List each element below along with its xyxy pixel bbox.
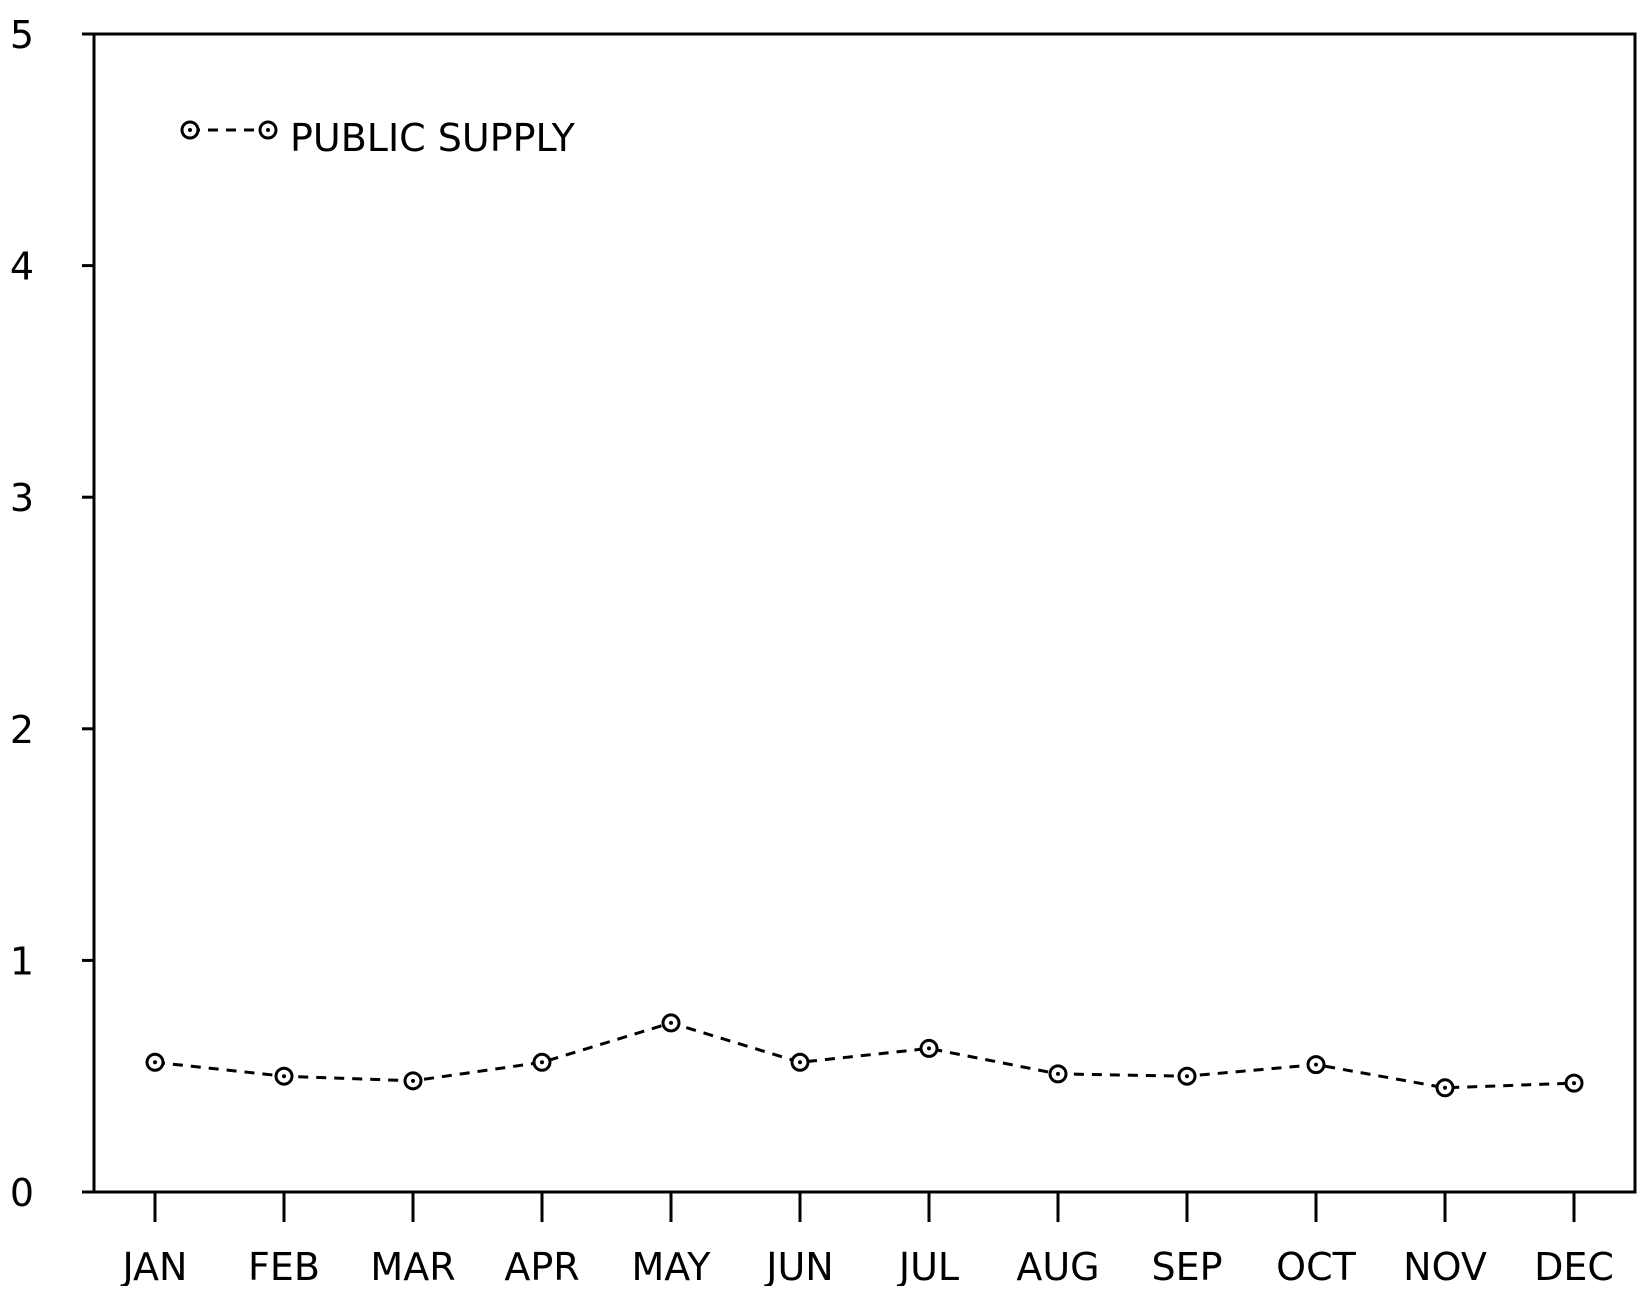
data-point <box>1306 1055 1326 1075</box>
y-tick-label: 0 <box>10 1171 34 1215</box>
y-tick-label: 3 <box>10 476 34 520</box>
data-point <box>1435 1078 1455 1098</box>
y-axis: 0 1 2 3 4 5 <box>10 13 94 1215</box>
data-point <box>403 1071 423 1091</box>
data-point <box>661 1013 681 1033</box>
x-tick-label: AUG <box>1016 1245 1099 1286</box>
legend: PUBLIC SUPPLY <box>180 116 576 160</box>
plot-frame <box>92 32 1637 1194</box>
data-point <box>919 1038 939 1058</box>
x-tick-label: JUN <box>764 1245 833 1286</box>
data-point <box>532 1052 552 1072</box>
x-tick-label: MAR <box>370 1245 455 1286</box>
x-tick-label: APR <box>504 1245 579 1286</box>
x-tick-label: DEC <box>1534 1245 1614 1286</box>
x-tick-label: JUL <box>897 1245 959 1286</box>
legend-label: PUBLIC SUPPLY <box>290 116 576 160</box>
y-tick-label: 2 <box>10 708 34 752</box>
x-tick-label: SEP <box>1151 1245 1222 1286</box>
x-tick-label: OCT <box>1276 1245 1356 1286</box>
series-layer <box>145 1013 1584 1098</box>
y-tick-label: 4 <box>10 245 34 289</box>
data-point <box>274 1066 294 1086</box>
legend-marker-end <box>258 120 278 140</box>
x-tick-label: JAN <box>121 1245 188 1286</box>
x-axis: JAN FEB MAR APR MAY JUN JUL AUG SEP OCT NOV DEC <box>121 1192 1614 1289</box>
data-point <box>1048 1064 1068 1084</box>
legend-marker-start <box>180 120 200 140</box>
data-point <box>145 1052 165 1072</box>
x-tick-label: FEB <box>248 1245 320 1286</box>
data-point <box>1177 1066 1197 1086</box>
x-tick-label: NOV <box>1403 1245 1487 1286</box>
data-point <box>790 1052 810 1072</box>
data-point <box>1564 1073 1584 1093</box>
series-line <box>154 1021 1575 1090</box>
x-tick-label: MAY <box>631 1245 711 1286</box>
y-tick-label: 1 <box>10 939 34 983</box>
y-tick-label: 5 <box>10 13 34 57</box>
